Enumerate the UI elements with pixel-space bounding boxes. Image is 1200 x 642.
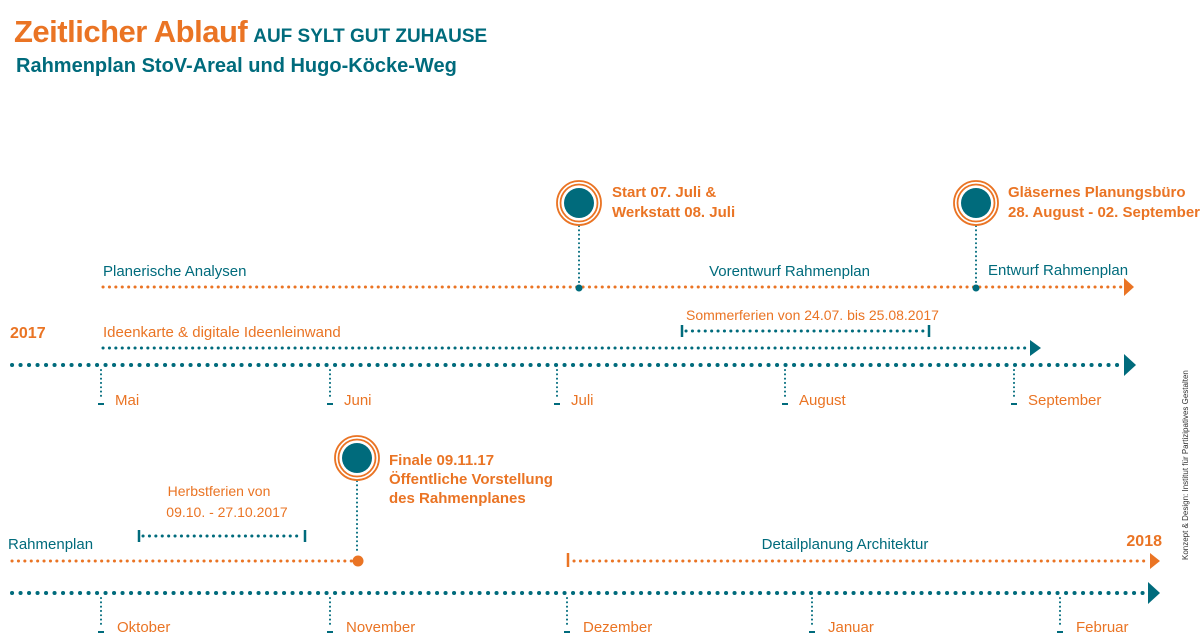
page-title: Zeitlicher Ablauf AUF SYLT GUT ZUHAUSE: [14, 14, 487, 50]
axis-arrow-row1: [1124, 354, 1136, 376]
phase-label: Planerische Analysen: [103, 263, 246, 280]
month-label-row2: Februar: [1076, 619, 1129, 636]
month-label-row2: Oktober: [117, 619, 170, 636]
holiday-label-autumn: 09.10. - 27.10.2017: [166, 504, 288, 520]
month-label-row1: Juli: [571, 392, 594, 409]
milestone-ring-inner: [337, 438, 377, 478]
month-label-row1: Mai: [115, 392, 139, 409]
milestone-label: Start 07. Juli &: [612, 184, 716, 201]
milestone-ring-inner: [559, 183, 599, 223]
title-tagline: AUF SYLT GUT ZUHAUSE: [253, 26, 488, 47]
month-label-row2: November: [346, 619, 415, 636]
month-label-row1: Juni: [344, 392, 372, 409]
title-main: Zeitlicher Ablauf: [14, 14, 248, 49]
holiday-label-autumn: Herbstferien von: [168, 483, 271, 499]
milestone-core: [961, 188, 991, 218]
milestone-core: [342, 443, 372, 473]
page-subtitle: Rahmenplan StoV-Areal und Hugo-Köcke-Weg: [16, 55, 457, 77]
year-label-2018: 2018: [1126, 533, 1162, 550]
phase-dot: [972, 284, 980, 292]
detail-track-arrow: [1150, 553, 1160, 569]
milestone-circle-icon: [556, 180, 602, 226]
milestone-label: Gläsernes Planungsbüro: [1008, 184, 1186, 201]
finale-dot: [352, 555, 364, 567]
milestone-ring-inner: [956, 183, 996, 223]
phase-label: Vorentwurf Rahmenplan: [709, 263, 870, 280]
phase-label: Rahmenplan: [8, 536, 93, 553]
year-label-2017: 2017: [10, 325, 46, 342]
milestone-label: Öffentliche Vorstellung: [389, 471, 553, 488]
milestone-core: [564, 188, 594, 218]
month-label-row2: Dezember: [583, 619, 652, 636]
phase-dot: [575, 284, 583, 292]
milestone-label: 28. August - 02. September: [1008, 204, 1200, 221]
milestone-label: Werkstatt 08. Juli: [612, 204, 735, 221]
milestone-label: des Rahmenplanes: [389, 490, 526, 507]
milestone-circle-icon: [953, 180, 999, 226]
milestone-label: Finale 09.11.17: [389, 452, 494, 469]
axis-arrow-row2: [1148, 582, 1160, 604]
phase-label: Detailplanung Architektur: [762, 536, 929, 553]
month-label-row2: Januar: [828, 619, 874, 636]
milestone-ring-outer: [334, 435, 380, 481]
milestone-circle-icon: [334, 435, 380, 481]
holiday-label-summer: Sommerferien von 24.07. bis 25.08.2017: [686, 307, 939, 323]
milestone-ring-outer: [953, 180, 999, 226]
ideas-track-arrow: [1030, 340, 1041, 356]
phase-label: Entwurf Rahmenplan: [988, 262, 1128, 279]
month-label-row1: September: [1028, 392, 1101, 409]
phase-track-arrow-row1: [1124, 278, 1134, 296]
month-label-row1: August: [799, 392, 847, 409]
milestone-ring-outer: [556, 180, 602, 226]
ideas-track-label: Ideenkarte & digitale Ideenleinwand: [103, 324, 341, 341]
